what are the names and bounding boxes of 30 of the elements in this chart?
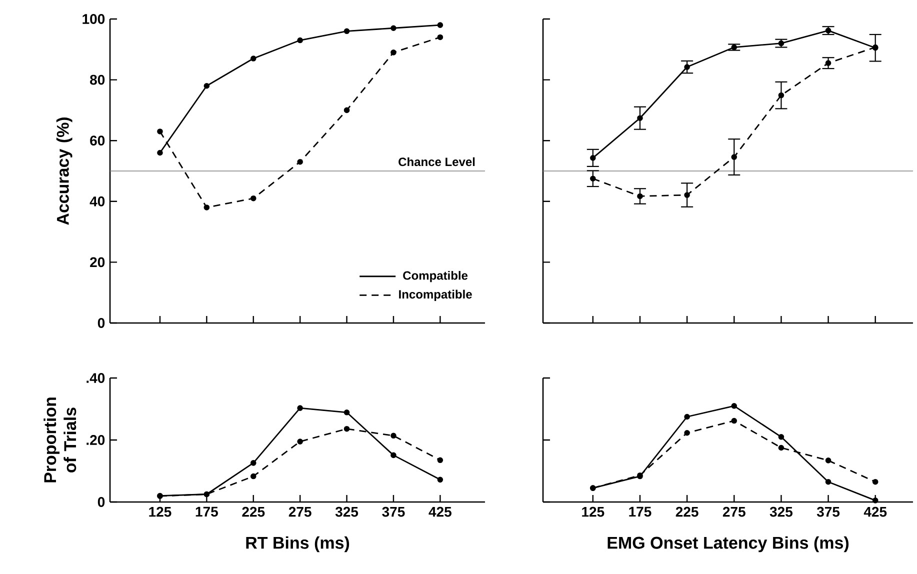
y-tick-label: .40 bbox=[86, 373, 105, 383]
y-tick-label: 20 bbox=[90, 257, 105, 268]
x-tick-label: 275 bbox=[722, 506, 746, 517]
x-tick-label: 175 bbox=[629, 506, 652, 517]
x-tick-label: 425 bbox=[428, 506, 452, 517]
x-tick-label: 375 bbox=[382, 506, 405, 517]
x-tick-label: 375 bbox=[816, 506, 840, 517]
y-tick-label: 0 bbox=[98, 497, 105, 507]
legend-label: Incompatible bbox=[399, 290, 472, 301]
y-tick-label: 40 bbox=[90, 196, 105, 206]
y-tick-label: 0 bbox=[98, 318, 105, 328]
x-tick-label: 225 bbox=[242, 506, 265, 517]
x-tick-label: 225 bbox=[676, 506, 698, 517]
x-tick-label: 125 bbox=[582, 506, 604, 517]
x-axis-title: RT Bins (ms) bbox=[246, 536, 350, 552]
legend-label: Compatible bbox=[403, 270, 468, 282]
x-tick-label: 325 bbox=[770, 506, 792, 517]
x-tick-label: 125 bbox=[149, 506, 172, 517]
x-axis-title: EMG Onset Latency Bins (ms) bbox=[608, 536, 849, 552]
y-axis-title: Accuracy (%) bbox=[56, 118, 72, 225]
y-tick-label: 60 bbox=[90, 136, 105, 146]
x-tick-label: 325 bbox=[335, 506, 358, 517]
x-tick-label: 425 bbox=[864, 506, 887, 517]
y-tick-label: 100 bbox=[82, 14, 105, 24]
y-axis-title: Proportion of Trials bbox=[44, 398, 76, 482]
x-tick-label: 175 bbox=[196, 506, 218, 517]
ref-line-label: Chance Level bbox=[398, 157, 475, 166]
y-tick-label: .20 bbox=[86, 435, 105, 445]
x-tick-label: 275 bbox=[288, 506, 312, 517]
y-tick-label: 80 bbox=[90, 74, 105, 85]
